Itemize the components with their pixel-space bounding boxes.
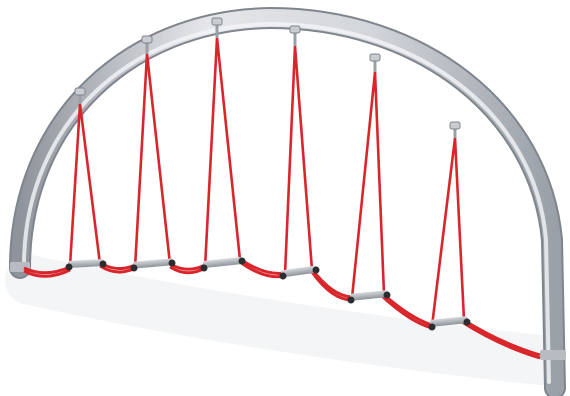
swing-4 (279, 30, 320, 280)
ground-shadow (5, 255, 565, 385)
swing-6 (428, 126, 471, 331)
swing-6-rope (430, 137, 466, 327)
swing-6-seat (429, 316, 469, 327)
arch-frame (9, 6, 566, 396)
swing-2-seat (132, 258, 174, 269)
swing-3 (200, 22, 246, 272)
right-foot-plate (540, 350, 566, 360)
swing-1-seat (67, 259, 105, 268)
swing-5-seat (349, 290, 389, 301)
swing-1-rope (68, 103, 102, 267)
swing-3-rope (203, 37, 242, 269)
swing-4-seat (281, 265, 318, 278)
swing-1 (65, 92, 107, 271)
swing-3-seat (202, 257, 244, 268)
swing-4-rope (283, 45, 314, 275)
swing-2 (130, 40, 176, 272)
swing-5-rope (350, 71, 386, 299)
hanger-clamps (74, 17, 461, 130)
swing-2-rope (133, 53, 172, 269)
swing-5 (347, 58, 391, 304)
